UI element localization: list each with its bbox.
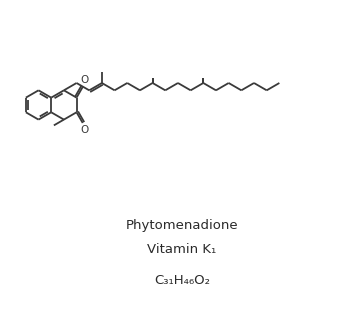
Text: O: O — [80, 125, 89, 135]
Text: alamy - 2EMFAXJ: alamy - 2EMFAXJ — [141, 305, 223, 315]
Text: O: O — [80, 75, 89, 85]
Text: C₃₁H₄₆O₂: C₃₁H₄₆O₂ — [154, 274, 210, 286]
Text: Phytomenadione: Phytomenadione — [126, 219, 238, 232]
Text: Vitamin K₁: Vitamin K₁ — [147, 243, 217, 256]
